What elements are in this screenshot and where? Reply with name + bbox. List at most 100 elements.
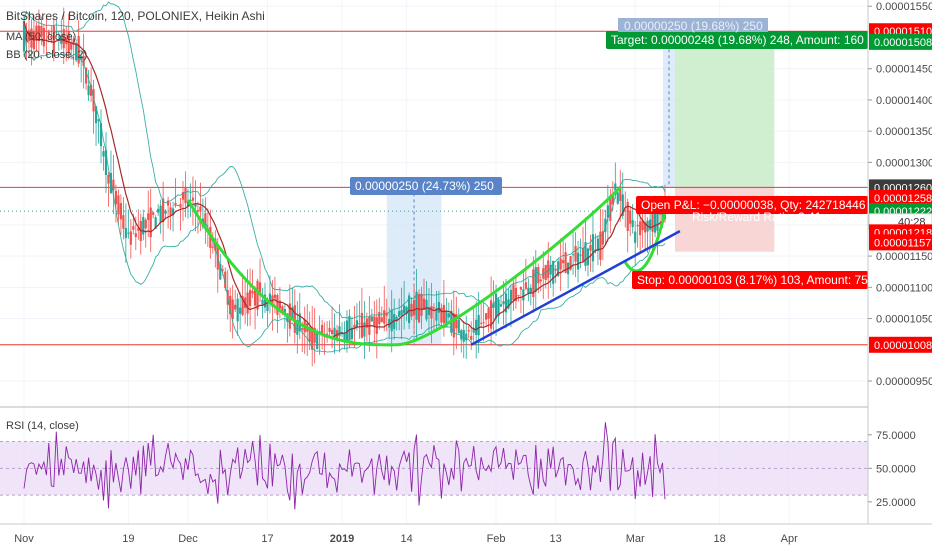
chart-title: BitShares / Bitcoin, 120, POLONIEX, Heik… <box>6 9 265 23</box>
candle-body <box>99 123 103 147</box>
candle-body <box>489 300 493 329</box>
candle-body <box>171 208 175 216</box>
candle-body <box>122 215 125 229</box>
candle-body <box>562 260 565 264</box>
candle-body <box>470 335 473 340</box>
candle-body <box>554 268 557 271</box>
candle-body <box>27 30 31 41</box>
drawings[interactable] <box>186 186 681 347</box>
candle-body <box>164 210 167 214</box>
indicator-lines <box>23 1 666 353</box>
candle-body <box>55 32 58 34</box>
candle-body <box>127 232 130 234</box>
price-tick-label: 0.00001550 <box>876 1 932 13</box>
candle-body <box>621 194 624 216</box>
candle-body <box>229 295 232 315</box>
candle-body <box>517 295 520 297</box>
candle-body <box>480 322 483 324</box>
candle-body <box>465 333 468 341</box>
risk-reward-label: Risk/Reward Ratio: 2.41 <box>692 210 822 224</box>
candle-body <box>504 293 508 313</box>
price-tick-label: 0.00001450 <box>876 64 932 76</box>
candle-body <box>524 282 527 289</box>
candle-body <box>239 307 242 314</box>
candle-body <box>507 299 510 309</box>
candle-body <box>398 311 401 317</box>
candle-body <box>616 192 619 204</box>
price-tick-label: 0.00001100 <box>876 282 932 294</box>
candle-body <box>273 294 277 299</box>
candle-body <box>22 21 26 52</box>
candle-body <box>601 231 604 245</box>
candle-body <box>629 210 632 224</box>
handle-curve[interactable] <box>623 212 667 273</box>
position-zones <box>662 31 775 252</box>
candle-body <box>353 324 356 329</box>
candle-body <box>427 307 431 316</box>
candle-body <box>532 269 535 298</box>
candle-body <box>224 271 227 288</box>
candle-body <box>390 309 393 332</box>
candle-body <box>653 205 657 233</box>
candle-body <box>102 151 105 157</box>
measure-label: 0.00000250 (24.73%) 250 <box>355 179 494 193</box>
price-pane[interactable]: 0.00000250 (24.73%) 250 Target: 0.0000024… <box>0 0 868 524</box>
candle-body <box>191 197 195 201</box>
target-label: Target: 0.00000248 (19.68%) 248, Amount:… <box>611 33 864 47</box>
candle-body <box>211 246 214 248</box>
time-axis[interactable]: Nov 19 Dec 17 2019 14 Feb 13 Mar 18 Apr <box>0 523 932 545</box>
candle-body <box>350 327 354 340</box>
ascending-trendline[interactable] <box>470 230 681 346</box>
candle-body <box>104 149 108 175</box>
candle-body <box>154 217 157 229</box>
candle-body <box>385 312 388 316</box>
candle-body <box>119 203 122 220</box>
candle-body <box>266 299 269 312</box>
candle-body <box>415 291 418 320</box>
candle-body <box>547 260 550 278</box>
candle-body <box>253 289 257 306</box>
rsi-legend[interactable]: RSI (14, close) <box>6 420 79 432</box>
candle-body <box>380 317 383 322</box>
hidden-measure-label: 0.00000250 (19.68%) 250 <box>624 19 763 33</box>
candle-body <box>619 186 622 202</box>
price-tick-label: 0.00000950 <box>876 376 932 388</box>
candle-body <box>241 296 244 315</box>
candle-body <box>204 213 207 227</box>
candle-body <box>393 313 396 329</box>
candle-body <box>124 227 127 239</box>
candle-body <box>378 311 381 325</box>
candle-body <box>462 329 465 342</box>
candle-body <box>196 210 200 212</box>
bb-legend[interactable]: BB (20, close, 2) <box>6 49 87 61</box>
candle-body <box>333 327 336 338</box>
price-axis-badge-label: 0.00001008 <box>874 340 932 352</box>
candle-body <box>219 263 222 280</box>
cup-curve[interactable] <box>186 186 622 347</box>
candle-body <box>457 319 460 334</box>
candle-body <box>246 292 249 314</box>
ma-legend[interactable]: MA (50, close) <box>6 31 76 43</box>
candle-body <box>251 290 254 294</box>
candle-body <box>89 84 93 96</box>
price-axis[interactable]: 0.00000950 0.00001050 0.00001100 0.00001150… <box>867 0 932 524</box>
rsi-pane[interactable] <box>0 422 868 510</box>
candle-body <box>162 198 165 223</box>
candle-body <box>134 233 137 238</box>
candle-body <box>537 267 540 284</box>
candle-body <box>586 248 590 266</box>
candle-body <box>117 195 120 215</box>
candle-body <box>278 300 282 309</box>
candle-body <box>328 327 331 332</box>
rsi-tick-label: 75.0000 <box>876 430 916 442</box>
candle-body <box>37 25 41 42</box>
candle-body <box>383 310 386 324</box>
candle-body <box>614 183 617 191</box>
price-tick-label: 0.00001050 <box>876 314 932 326</box>
candle-body <box>291 307 294 320</box>
candle-body <box>636 224 639 227</box>
candle-body <box>552 260 555 284</box>
candle-body <box>316 333 319 350</box>
time-tick-label: 18 <box>714 533 726 545</box>
